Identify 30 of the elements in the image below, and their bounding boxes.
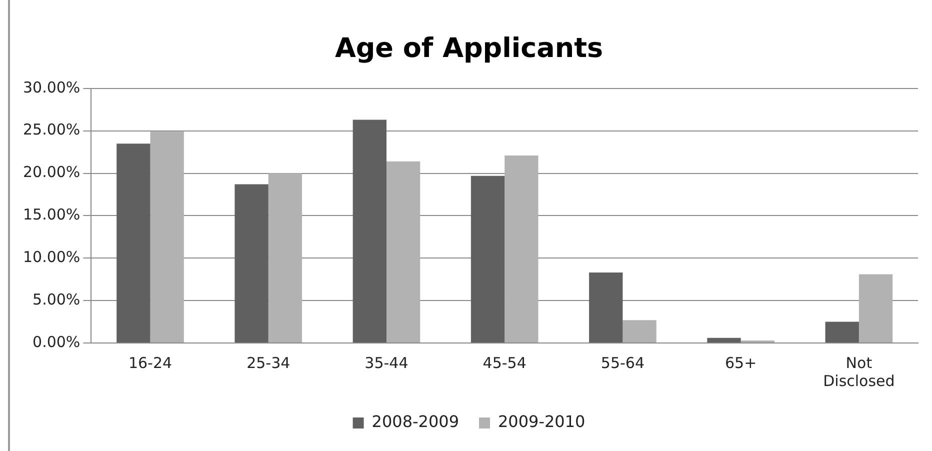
legend-label: 2009-2010 bbox=[498, 412, 586, 432]
chart-title: Age of Applicants bbox=[334, 33, 604, 64]
y-tick-label: 5.00% bbox=[32, 290, 80, 308]
y-tick-label: 30.00% bbox=[22, 78, 80, 96]
y-tick-label: 0.00% bbox=[32, 332, 80, 351]
y-tick-label: 20.00% bbox=[22, 163, 80, 182]
bar bbox=[268, 173, 302, 342]
bar bbox=[589, 272, 623, 342]
bar bbox=[622, 320, 656, 342]
bar bbox=[504, 155, 538, 342]
x-tick-label: 45-54 bbox=[482, 354, 526, 372]
x-tick-label: Not Disclosed bbox=[823, 354, 895, 390]
legend-label: 2008-2009 bbox=[372, 412, 460, 432]
x-tick-label: 65+ bbox=[725, 354, 757, 372]
y-tick-label: 15.00% bbox=[22, 206, 80, 224]
bar bbox=[150, 132, 184, 342]
x-tick-label: 35-44 bbox=[364, 354, 408, 372]
y-tick-label: 25.00% bbox=[22, 120, 80, 139]
y-tick-label: 10.00% bbox=[22, 248, 80, 266]
bar bbox=[858, 274, 893, 342]
x-tick-label: 55-64 bbox=[600, 354, 645, 372]
bar bbox=[352, 120, 386, 342]
bar bbox=[386, 161, 420, 342]
x-tick-label: 25-34 bbox=[246, 354, 290, 372]
bar bbox=[116, 144, 150, 342]
bar bbox=[470, 176, 505, 342]
bar bbox=[707, 338, 741, 342]
bar bbox=[825, 322, 859, 342]
x-tick-label: 16-24 bbox=[128, 354, 172, 372]
bar bbox=[234, 184, 268, 342]
